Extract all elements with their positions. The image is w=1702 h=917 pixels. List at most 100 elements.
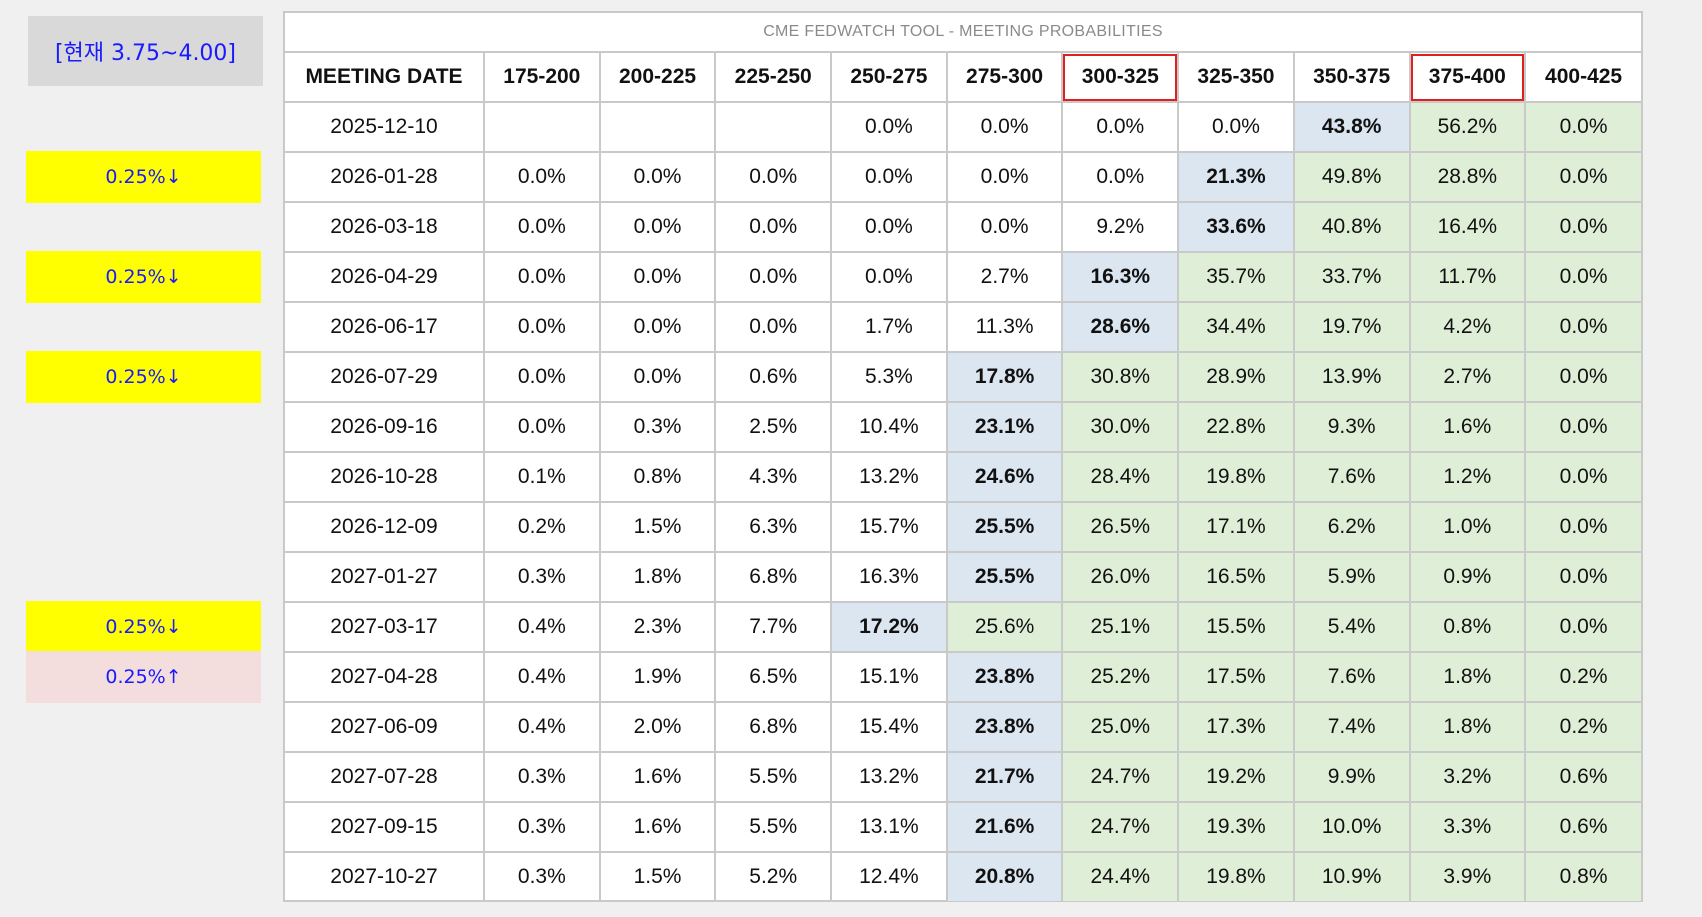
probability-cell: 35.7% xyxy=(1177,251,1295,303)
probability-cell: 0.6% xyxy=(1524,751,1641,803)
table-row: 2026-07-29 0.0% 0.0% 0.6% 5.3% 17.8% 30.8% 28.9… xyxy=(285,351,1641,403)
probability-cell: 17.8% xyxy=(945,351,1064,403)
probability-cell: 1.9% xyxy=(598,651,717,703)
probability-cell: 10.4% xyxy=(830,401,948,453)
probability-cell: 0.0% xyxy=(1524,351,1641,403)
table-row: 2027-07-28 0.3% 1.6% 5.5% 13.2% 21.7% 24.7% 19.… xyxy=(285,751,1641,803)
probability-cell xyxy=(714,101,833,153)
probability-cell: 24.4% xyxy=(1061,851,1180,901)
probability-cell: 1.6% xyxy=(598,801,717,853)
probability-cell: 0.0% xyxy=(598,301,717,353)
probability-cell: 0.0% xyxy=(483,301,601,353)
probability-cell: 34.4% xyxy=(1177,301,1295,353)
probability-cell: 0.0% xyxy=(483,401,601,453)
probability-cell: 9.2% xyxy=(1061,201,1180,253)
probability-cell: 21.3% xyxy=(1177,151,1295,203)
probability-cell: 11.3% xyxy=(945,301,1064,353)
probability-cell: 30.0% xyxy=(1061,401,1180,453)
table-row: 2026-04-29 0.0% 0.0% 0.0% 0.0% 2.7% 16.3% 35.7%… xyxy=(285,251,1641,303)
probability-cell: 28.9% xyxy=(1177,351,1295,403)
header-rate-400-425: 400-425 xyxy=(1524,53,1641,103)
probability-cell xyxy=(598,101,717,153)
probability-cell: 0.0% xyxy=(714,301,833,353)
probability-cell: 21.7% xyxy=(945,751,1064,803)
probability-cell: 0.0% xyxy=(1524,601,1641,653)
probability-cell: 7.6% xyxy=(1292,651,1411,703)
meeting-date-cell: 2026-10-28 xyxy=(285,451,485,503)
probability-cell: 20.8% xyxy=(945,851,1064,901)
probability-cell: 0.3% xyxy=(483,751,601,803)
probability-cell: 15.1% xyxy=(830,651,948,703)
probability-cell: 26.5% xyxy=(1061,501,1180,553)
probability-cell: 2.0% xyxy=(598,701,717,753)
probability-cell: 0.0% xyxy=(1061,151,1180,203)
probability-cell xyxy=(483,101,601,153)
probability-cell: 5.5% xyxy=(714,751,833,803)
probability-cell: 0.0% xyxy=(1524,251,1641,303)
header-rate-225-250: 225-250 xyxy=(714,53,833,103)
probability-cell: 24.6% xyxy=(945,451,1064,503)
probability-cell: 0.8% xyxy=(1408,601,1527,653)
probability-cell: 24.7% xyxy=(1061,801,1180,853)
probability-cell: 4.2% xyxy=(1408,301,1527,353)
probability-cell: 25.5% xyxy=(945,501,1064,553)
probability-cell: 19.3% xyxy=(1177,801,1295,853)
table-row: 2026-09-16 0.0% 0.3% 2.5% 10.4% 23.1% 30.0% 22.… xyxy=(285,401,1641,453)
probability-cell: 0.4% xyxy=(483,651,601,703)
probability-cell: 33.7% xyxy=(1292,251,1411,303)
probability-cell: 16.3% xyxy=(830,551,948,603)
probability-cell: 0.0% xyxy=(1524,101,1641,153)
current-rate-label: [현재 3.75~4.00] xyxy=(28,16,263,86)
table-body: 2025-12-10 0.0% 0.0% 0.0% 0.0% 43.8% 56.2% 0.0%… xyxy=(285,101,1641,901)
probability-cell: 2.5% xyxy=(714,401,833,453)
probability-cell: 17.3% xyxy=(1177,701,1295,753)
meeting-date-cell: 2025-12-10 xyxy=(285,101,485,153)
probability-cell: 0.2% xyxy=(483,501,601,553)
probability-cell: 15.4% xyxy=(830,701,948,753)
probability-cell: 1.6% xyxy=(598,751,717,803)
meeting-date-cell: 2026-12-09 xyxy=(285,501,485,553)
header-rate-350-375: 350-375 xyxy=(1292,53,1411,103)
probability-cell: 28.4% xyxy=(1061,451,1180,503)
probability-cell: 13.9% xyxy=(1292,351,1411,403)
probability-cell: 5.5% xyxy=(714,801,833,853)
probability-cell: 22.8% xyxy=(1177,401,1295,453)
rate-cut-tag: 0.25%↓ xyxy=(26,251,261,303)
probability-cell: 0.4% xyxy=(483,601,601,653)
probability-cell: 7.7% xyxy=(714,601,833,653)
probability-cell: 0.0% xyxy=(1524,301,1641,353)
probability-cell: 19.8% xyxy=(1177,851,1295,901)
probability-cell: 17.1% xyxy=(1177,501,1295,553)
probability-cell: 6.5% xyxy=(714,651,833,703)
probability-cell: 0.1% xyxy=(483,451,601,503)
probability-cell: 0.0% xyxy=(714,251,833,303)
probability-cell: 5.3% xyxy=(830,351,948,403)
probability-cell: 0.0% xyxy=(598,351,717,403)
probability-cell: 0.0% xyxy=(598,201,717,253)
table-row: 2026-06-17 0.0% 0.0% 0.0% 1.7% 11.3% 28.6% 34.4… xyxy=(285,301,1641,353)
probability-cell: 4.3% xyxy=(714,451,833,503)
table-row: 2027-06-09 0.4% 2.0% 6.8% 15.4% 23.8% 25.0% 17.… xyxy=(285,701,1641,753)
probability-cell: 28.8% xyxy=(1408,151,1527,203)
probability-cell: 17.2% xyxy=(830,601,948,653)
table-row: 2027-04-28 0.4% 1.9% 6.5% 15.1% 23.8% 25.2% 17.… xyxy=(285,651,1641,703)
probability-cell: 6.2% xyxy=(1292,501,1411,553)
probability-cell: 0.0% xyxy=(830,251,948,303)
probability-cell: 0.3% xyxy=(483,801,601,853)
fedwatch-table-panel: CME FEDWATCH TOOL - MEETING PROBABILITIE… xyxy=(283,11,1643,902)
probability-cell: 0.3% xyxy=(598,401,717,453)
probability-cell: 5.4% xyxy=(1292,601,1411,653)
probability-cell: 0.0% xyxy=(830,101,948,153)
probability-cell: 28.6% xyxy=(1061,301,1180,353)
probability-cell: 0.4% xyxy=(483,701,601,753)
meeting-date-cell: 2026-06-17 xyxy=(285,301,485,353)
probability-cell: 13.1% xyxy=(830,801,948,853)
meeting-date-cell: 2026-09-16 xyxy=(285,401,485,453)
table-row: 2027-03-17 0.4% 2.3% 7.7% 17.2% 25.6% 25.1% 15.… xyxy=(285,601,1641,653)
probability-cell: 19.2% xyxy=(1177,751,1295,803)
probability-cell: 0.2% xyxy=(1524,651,1641,703)
probability-cell: 3.9% xyxy=(1408,851,1527,901)
probability-cell: 25.2% xyxy=(1061,651,1180,703)
probability-cell: 1.2% xyxy=(1408,451,1527,503)
probability-cell: 2.3% xyxy=(598,601,717,653)
